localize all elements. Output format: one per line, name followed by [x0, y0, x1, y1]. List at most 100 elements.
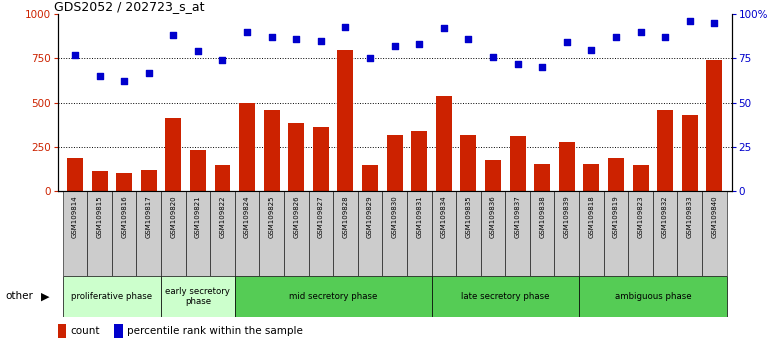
Text: GSM109821: GSM109821: [195, 195, 201, 238]
Text: GSM109831: GSM109831: [417, 195, 422, 238]
Text: GSM109822: GSM109822: [219, 195, 226, 238]
Bar: [554, 191, 579, 276]
Point: [118, 79, 130, 84]
Bar: [608, 159, 624, 191]
Bar: [288, 123, 304, 191]
Bar: [411, 131, 427, 191]
Bar: [215, 166, 230, 191]
Bar: [559, 142, 574, 191]
Point: [462, 36, 474, 42]
Bar: [235, 276, 431, 317]
Bar: [161, 276, 235, 317]
Point: [413, 41, 425, 47]
Bar: [431, 191, 456, 276]
Bar: [706, 60, 722, 191]
Text: GSM109827: GSM109827: [318, 195, 324, 238]
Text: GSM109820: GSM109820: [170, 195, 176, 238]
Point: [437, 25, 450, 31]
Point: [585, 47, 598, 52]
Point: [364, 56, 377, 61]
Point: [69, 52, 81, 58]
Bar: [510, 136, 526, 191]
Bar: [235, 191, 259, 276]
Text: GDS2052 / 202723_s_at: GDS2052 / 202723_s_at: [55, 0, 205, 13]
Text: GSM109840: GSM109840: [711, 195, 718, 238]
Text: GSM109833: GSM109833: [687, 195, 693, 238]
Text: GSM109835: GSM109835: [465, 195, 471, 238]
Text: GSM109834: GSM109834: [440, 195, 447, 238]
Point: [266, 34, 278, 40]
Text: GSM109825: GSM109825: [269, 195, 275, 238]
Bar: [114, 324, 123, 338]
Point: [167, 33, 179, 38]
Point: [192, 48, 204, 54]
Bar: [383, 191, 407, 276]
Bar: [333, 191, 358, 276]
Text: GSM109824: GSM109824: [244, 195, 250, 238]
Bar: [530, 191, 554, 276]
Point: [340, 24, 352, 29]
Text: ▶: ▶: [41, 291, 49, 302]
Bar: [141, 170, 157, 191]
Bar: [456, 191, 480, 276]
Text: GSM109826: GSM109826: [293, 195, 300, 238]
Text: GSM109828: GSM109828: [343, 195, 349, 238]
Point: [290, 36, 303, 42]
Text: early secretory
phase: early secretory phase: [166, 287, 230, 306]
Text: GSM109837: GSM109837: [514, 195, 521, 238]
Bar: [62, 191, 87, 276]
Bar: [362, 165, 378, 191]
Bar: [632, 166, 648, 191]
Point: [536, 64, 548, 70]
Text: GSM109836: GSM109836: [490, 195, 496, 238]
Bar: [92, 171, 108, 191]
Bar: [579, 191, 604, 276]
Point: [241, 29, 253, 35]
Bar: [259, 191, 284, 276]
Bar: [166, 118, 181, 191]
Bar: [337, 50, 353, 191]
Text: GSM109830: GSM109830: [392, 195, 397, 238]
Bar: [678, 191, 702, 276]
Bar: [702, 191, 727, 276]
Bar: [407, 191, 431, 276]
Text: GSM109817: GSM109817: [146, 195, 152, 238]
Point: [315, 38, 327, 44]
Bar: [653, 191, 678, 276]
Text: GSM109815: GSM109815: [96, 195, 102, 238]
Bar: [186, 191, 210, 276]
Bar: [58, 324, 66, 338]
Bar: [161, 191, 186, 276]
Bar: [436, 96, 452, 191]
Text: late secretory phase: late secretory phase: [461, 292, 550, 301]
Text: proliferative phase: proliferative phase: [72, 292, 152, 301]
Bar: [210, 191, 235, 276]
Bar: [263, 110, 280, 191]
Text: GSM109839: GSM109839: [564, 195, 570, 238]
Point: [708, 20, 721, 26]
Bar: [67, 159, 83, 191]
Bar: [681, 115, 698, 191]
Bar: [657, 110, 673, 191]
Text: other: other: [5, 291, 33, 302]
Bar: [485, 160, 501, 191]
Point: [388, 43, 400, 49]
Bar: [480, 191, 505, 276]
Bar: [136, 191, 161, 276]
Bar: [309, 191, 333, 276]
Bar: [604, 191, 628, 276]
Point: [487, 54, 499, 59]
Text: mid secretory phase: mid secretory phase: [289, 292, 377, 301]
Bar: [460, 135, 477, 191]
Point: [93, 73, 105, 79]
Bar: [239, 103, 255, 191]
Text: GSM109814: GSM109814: [72, 195, 78, 238]
Bar: [284, 191, 309, 276]
Text: GSM109829: GSM109829: [367, 195, 373, 238]
Bar: [87, 191, 112, 276]
Text: GSM109816: GSM109816: [121, 195, 127, 238]
Text: ambiguous phase: ambiguous phase: [614, 292, 691, 301]
Bar: [62, 276, 161, 317]
Point: [511, 61, 524, 67]
Bar: [112, 191, 136, 276]
